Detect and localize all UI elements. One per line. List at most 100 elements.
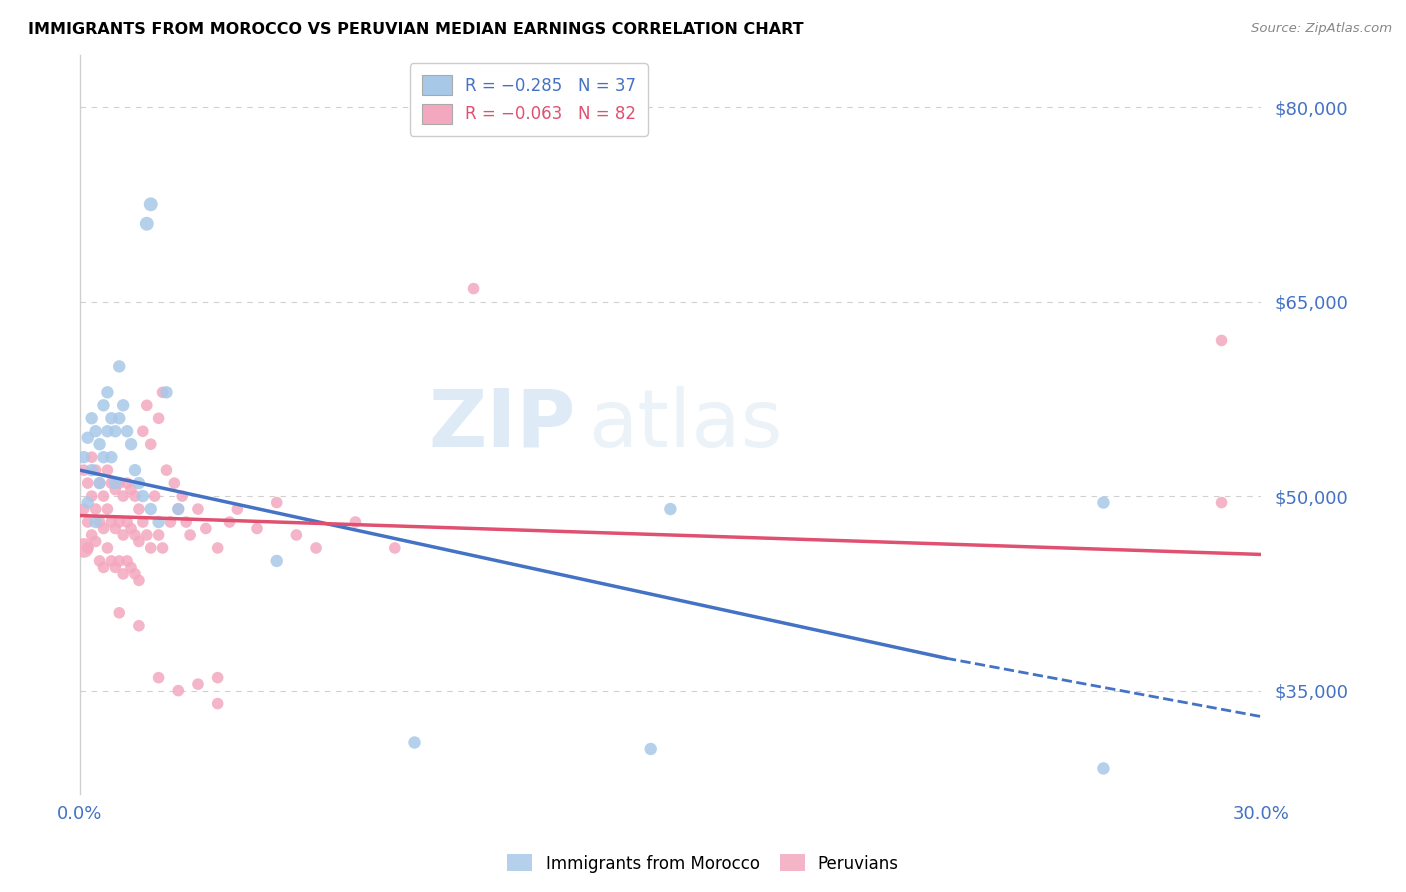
Point <box>266 495 288 509</box>
Point <box>76 541 98 555</box>
Point <box>84 534 107 549</box>
Point <box>344 515 367 529</box>
Point <box>148 411 170 425</box>
Point <box>96 463 118 477</box>
Point <box>89 476 111 491</box>
Point <box>148 671 170 685</box>
Point <box>128 619 150 633</box>
Point <box>148 528 170 542</box>
Point <box>108 476 131 491</box>
Point <box>76 515 98 529</box>
Point <box>93 521 115 535</box>
Point <box>384 541 406 555</box>
Point <box>139 502 162 516</box>
Point <box>120 483 142 497</box>
Point <box>93 489 115 503</box>
Point <box>112 398 135 412</box>
Point <box>115 424 138 438</box>
Point <box>152 385 174 400</box>
Point <box>187 502 209 516</box>
Point <box>159 515 181 529</box>
Point <box>112 528 135 542</box>
Point <box>93 450 115 465</box>
Point <box>285 528 308 542</box>
Point <box>1211 334 1233 348</box>
Point <box>108 606 131 620</box>
Point <box>100 554 122 568</box>
Point <box>207 671 229 685</box>
Point <box>108 554 131 568</box>
Point <box>124 463 146 477</box>
Point <box>100 411 122 425</box>
Point <box>115 515 138 529</box>
Point <box>135 398 157 412</box>
Point <box>226 502 249 516</box>
Point <box>132 515 155 529</box>
Point <box>135 217 157 231</box>
Point <box>124 489 146 503</box>
Point <box>80 463 103 477</box>
Point <box>115 476 138 491</box>
Point <box>89 437 111 451</box>
Text: ZIP: ZIP <box>429 385 576 464</box>
Point <box>120 560 142 574</box>
Point <box>115 554 138 568</box>
Point <box>463 282 485 296</box>
Point <box>266 554 288 568</box>
Legend: R = −0.285   N = 37, R = −0.063   N = 82: R = −0.285 N = 37, R = −0.063 N = 82 <box>409 63 648 136</box>
Point <box>73 541 96 555</box>
Point <box>404 735 426 749</box>
Point <box>104 560 127 574</box>
Point <box>73 450 96 465</box>
Point <box>100 450 122 465</box>
Point <box>143 489 166 503</box>
Point <box>112 489 135 503</box>
Point <box>167 502 190 516</box>
Point <box>1092 761 1115 775</box>
Point <box>96 502 118 516</box>
Point <box>167 502 190 516</box>
Point <box>80 528 103 542</box>
Point <box>80 489 103 503</box>
Point <box>135 528 157 542</box>
Point <box>89 476 111 491</box>
Point <box>76 431 98 445</box>
Point <box>207 697 229 711</box>
Point <box>120 521 142 535</box>
Point <box>80 450 103 465</box>
Point <box>155 385 177 400</box>
Point <box>104 483 127 497</box>
Point <box>84 502 107 516</box>
Point <box>640 742 662 756</box>
Text: Source: ZipAtlas.com: Source: ZipAtlas.com <box>1251 22 1392 36</box>
Point <box>84 515 107 529</box>
Point <box>73 502 96 516</box>
Point <box>179 528 201 542</box>
Point <box>93 398 115 412</box>
Text: atlas: atlas <box>588 385 782 464</box>
Point <box>246 521 269 535</box>
Point <box>76 476 98 491</box>
Point <box>112 566 135 581</box>
Point <box>96 385 118 400</box>
Point <box>194 521 217 535</box>
Point <box>1092 495 1115 509</box>
Point <box>80 411 103 425</box>
Point <box>128 534 150 549</box>
Point <box>167 683 190 698</box>
Point <box>152 541 174 555</box>
Point <box>84 463 107 477</box>
Point <box>132 489 155 503</box>
Point <box>124 566 146 581</box>
Point <box>172 489 194 503</box>
Point <box>139 197 162 211</box>
Point <box>659 502 682 516</box>
Text: IMMIGRANTS FROM MOROCCO VS PERUVIAN MEDIAN EARNINGS CORRELATION CHART: IMMIGRANTS FROM MOROCCO VS PERUVIAN MEDI… <box>28 22 804 37</box>
Point <box>104 424 127 438</box>
Point <box>104 476 127 491</box>
Point <box>100 476 122 491</box>
Point <box>100 515 122 529</box>
Point <box>104 521 127 535</box>
Point <box>305 541 328 555</box>
Point <box>132 424 155 438</box>
